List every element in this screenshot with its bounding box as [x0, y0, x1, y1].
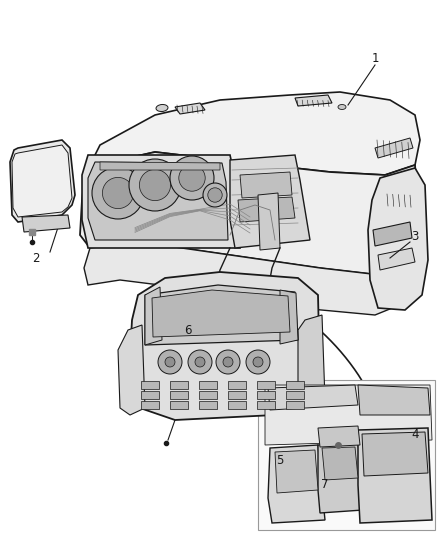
Polygon shape [238, 197, 295, 222]
Circle shape [188, 350, 212, 374]
Circle shape [253, 357, 263, 367]
Polygon shape [240, 172, 292, 198]
Text: 5: 5 [276, 454, 284, 466]
Circle shape [139, 169, 170, 200]
Polygon shape [128, 272, 320, 420]
Bar [199, 391, 217, 399]
Circle shape [223, 357, 233, 367]
Circle shape [203, 183, 227, 207]
Polygon shape [275, 450, 318, 493]
Bar [286, 401, 304, 409]
Text: 2: 2 [32, 252, 40, 264]
Polygon shape [280, 290, 298, 344]
Bar [286, 391, 304, 399]
Text: 7: 7 [321, 479, 329, 491]
Polygon shape [88, 162, 228, 240]
Polygon shape [145, 285, 298, 345]
Bar [228, 391, 246, 399]
Polygon shape [80, 152, 420, 275]
Bar [228, 401, 246, 409]
Polygon shape [298, 315, 325, 408]
Circle shape [165, 357, 175, 367]
Polygon shape [100, 162, 220, 170]
Bar [257, 401, 275, 409]
Bar [228, 381, 246, 389]
Polygon shape [82, 155, 240, 248]
Polygon shape [318, 443, 363, 513]
Bar [141, 381, 159, 389]
Polygon shape [358, 428, 432, 523]
Circle shape [179, 165, 205, 191]
Bar [170, 401, 188, 409]
Polygon shape [295, 95, 332, 106]
Bar [141, 391, 159, 399]
Polygon shape [22, 215, 70, 232]
Polygon shape [118, 325, 145, 415]
Polygon shape [378, 248, 415, 270]
Polygon shape [368, 168, 428, 310]
Circle shape [195, 357, 205, 367]
Bar [141, 401, 159, 409]
Bar [199, 401, 217, 409]
Circle shape [216, 350, 240, 374]
Bar [257, 391, 275, 399]
Polygon shape [358, 385, 430, 415]
Polygon shape [362, 432, 428, 476]
Ellipse shape [338, 104, 346, 109]
Polygon shape [373, 222, 412, 246]
Polygon shape [230, 155, 310, 248]
Circle shape [92, 167, 144, 219]
Polygon shape [268, 385, 358, 410]
Polygon shape [265, 385, 432, 445]
Text: 4: 4 [411, 429, 419, 441]
Polygon shape [85, 92, 420, 175]
Polygon shape [258, 193, 280, 250]
Text: 1: 1 [371, 52, 379, 64]
Polygon shape [258, 380, 435, 530]
Polygon shape [375, 138, 413, 158]
Bar [170, 391, 188, 399]
Polygon shape [145, 287, 162, 345]
Circle shape [208, 188, 222, 202]
Polygon shape [385, 192, 413, 208]
Polygon shape [175, 103, 205, 114]
Circle shape [170, 156, 214, 200]
Polygon shape [318, 426, 360, 447]
Polygon shape [268, 445, 325, 523]
Circle shape [246, 350, 270, 374]
Ellipse shape [156, 104, 168, 111]
Text: 6: 6 [184, 324, 192, 336]
Bar [286, 381, 304, 389]
Ellipse shape [394, 231, 416, 249]
Circle shape [129, 159, 181, 211]
Polygon shape [152, 290, 290, 337]
Bar [199, 381, 217, 389]
Bar [257, 381, 275, 389]
Polygon shape [12, 145, 72, 217]
Polygon shape [10, 140, 75, 222]
Polygon shape [84, 242, 415, 315]
Circle shape [102, 177, 134, 208]
Text: 3: 3 [411, 230, 419, 244]
Circle shape [158, 350, 182, 374]
Bar [170, 381, 188, 389]
Polygon shape [322, 447, 358, 480]
